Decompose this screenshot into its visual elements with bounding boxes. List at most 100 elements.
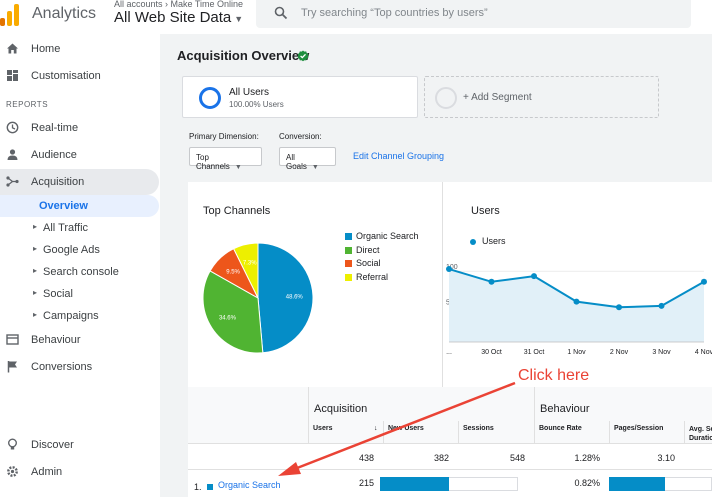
account-selector[interactable]: All Web Site Data ▼	[114, 9, 243, 26]
sidebar-item-customisation[interactable]: Customisation	[0, 63, 159, 89]
expand-arrow-icon: ▸	[33, 310, 38, 319]
caret-down-icon: ▼	[234, 164, 242, 171]
breadcrumb[interactable]: All accounts › Make Time Online	[114, 0, 244, 9]
line-point[interactable]	[531, 273, 537, 280]
sidebar: Home Customisation REPORTS Real-time Aud…	[0, 34, 160, 497]
sidebar-subitem-label: Search console	[43, 266, 119, 278]
line-point[interactable]	[658, 302, 665, 309]
caret-down-icon: ▼	[234, 14, 244, 24]
search-bar[interactable]: Try searching “Top countries by users”	[256, 0, 691, 28]
legend-label: Organic Search	[356, 231, 419, 241]
row-bounce-rate: 0.82%	[574, 478, 600, 488]
table-header-blank-2	[188, 421, 308, 443]
sidebar-item-realtime[interactable]: Real-time	[0, 115, 159, 141]
y-tick-label: 100	[446, 264, 458, 271]
legend-label: Referral	[356, 271, 389, 282]
analytics-logo-icon[interactable]	[0, 4, 22, 28]
column-label: Avg. Session Duration	[689, 426, 712, 442]
segment-all-users[interactable]: All Users 100.00% Users	[182, 76, 418, 118]
line-legend-users[interactable]: Users	[470, 236, 506, 246]
sidebar-item-label: Home	[31, 43, 61, 55]
column-avg-session-duration[interactable]: Avg. Session Duration	[684, 421, 712, 443]
primary-dimension-dropdown[interactable]: Top Channels ▼	[189, 147, 262, 171]
pie-legend-organic-search[interactable]: Organic Search	[345, 231, 419, 241]
row-divider	[188, 443, 712, 444]
sidebar-item-label: Conversions	[31, 361, 93, 373]
legend-dot-icon	[470, 238, 476, 245]
charts-panel: Top Channels 48.6% 34.6% 9.5% 7.3% Organic …	[188, 182, 712, 387]
sidebar-item-home[interactable]: Home	[0, 36, 159, 62]
search-placeholder: Try searching “Top countries by users”	[301, 7, 488, 19]
header-group-label: Acquisition	[314, 403, 368, 415]
line-point[interactable]	[446, 266, 452, 273]
sidebar-item-acquisition[interactable]: Acquisition	[0, 169, 159, 195]
sidebar-subitem-label: Overview	[39, 200, 88, 212]
line-point[interactable]	[616, 304, 622, 311]
line-point[interactable]	[573, 298, 580, 305]
legend-swatch-icon	[345, 233, 352, 241]
row-bar-2	[609, 477, 665, 491]
row-users: 215	[358, 478, 374, 488]
sidebar-subitem-label: Campaigns	[43, 310, 99, 322]
pie-legend-referral[interactable]: Referral	[345, 272, 388, 282]
sidebar-item-audience[interactable]: Audience	[0, 142, 159, 168]
sidebar-item-label: Behaviour	[31, 334, 81, 346]
column-pages-session[interactable]: Pages/Session	[609, 421, 684, 443]
expand-arrow-icon: ▸	[33, 288, 38, 297]
expand-arrow-icon: ▸	[33, 244, 38, 253]
dropdown-value: Top Channels	[196, 153, 230, 171]
total-pages-session: 3.10	[657, 453, 675, 463]
person-icon	[7, 149, 18, 160]
pie-slice-organic-search[interactable]	[257, 242, 314, 354]
pie-slice-direct[interactable]	[202, 270, 264, 354]
pie-legend-direct[interactable]: Direct	[345, 245, 380, 255]
sidebar-subitem-google-ads[interactable]: ▸ Google Ads	[0, 239, 159, 261]
row-index: 1.	[194, 482, 202, 492]
sort-arrow-icon: ↓	[374, 425, 378, 432]
conversion-label: Conversion:	[279, 132, 322, 141]
total-bounce-rate: 1.28%	[574, 453, 600, 463]
flag-icon	[7, 361, 17, 373]
x-tick-label: 31 Oct	[524, 349, 545, 356]
sidebar-item-admin[interactable]: Admin	[0, 459, 159, 485]
sidebar-subitem-label: Google Ads	[43, 244, 100, 256]
edit-channel-grouping-link[interactable]: Edit Channel Grouping	[353, 151, 445, 161]
annotation-text: Click here	[518, 367, 590, 384]
sidebar-subitem-campaigns[interactable]: ▸ Campaigns	[0, 305, 159, 327]
column-users[interactable]: Users ↓	[308, 421, 383, 443]
header-group-label: Behaviour	[540, 403, 590, 415]
clock-icon	[6, 121, 19, 134]
table-header-acquisition: Acquisition	[308, 387, 534, 421]
sidebar-subitem-search-console[interactable]: ▸ Search console	[0, 261, 159, 283]
top-bar: Analytics All accounts › Make Time Onlin…	[0, 0, 712, 34]
lightbulb-icon	[8, 438, 17, 450]
conversion-dropdown[interactable]: All Goals ▼	[279, 147, 336, 171]
sidebar-item-behaviour[interactable]: Behaviour	[0, 327, 159, 353]
row-color-swatch-icon	[207, 484, 213, 490]
gear-icon	[7, 466, 18, 477]
sidebar-item-conversions[interactable]: Conversions	[0, 354, 159, 380]
column-label: New Users	[388, 425, 424, 432]
add-segment-label: + Add Segment	[463, 92, 532, 103]
line-point[interactable]	[701, 278, 707, 285]
acquisition-icon	[6, 176, 19, 187]
sidebar-subitem-overview[interactable]: Overview	[0, 195, 159, 217]
column-sessions[interactable]: Sessions	[458, 421, 534, 443]
pie-slice-label: 7.3%	[243, 261, 257, 267]
sidebar-item-discover[interactable]: Discover	[0, 432, 159, 458]
dashboard-icon	[7, 70, 18, 81]
pie-legend-social[interactable]: Social	[345, 258, 381, 268]
line-point[interactable]	[488, 278, 495, 285]
column-bounce-rate[interactable]: Bounce Rate	[534, 421, 609, 443]
caret-down-icon: ▼	[311, 164, 319, 171]
verified-check-icon	[297, 50, 309, 62]
row-channel-link[interactable]: Organic Search	[218, 480, 281, 490]
legend-label: Social	[356, 258, 381, 268]
sidebar-subitem-social[interactable]: ▸ Social	[0, 283, 159, 305]
add-segment-button[interactable]: + Add Segment	[424, 76, 659, 118]
column-new-users[interactable]: New Users	[383, 421, 458, 443]
reports-section-label: REPORTS	[6, 100, 49, 109]
pie-slice-label: 9.5%	[226, 270, 240, 276]
sidebar-subitem-all-traffic[interactable]: ▸ All Traffic	[0, 217, 159, 239]
pie-slice-referral[interactable]	[232, 242, 259, 299]
